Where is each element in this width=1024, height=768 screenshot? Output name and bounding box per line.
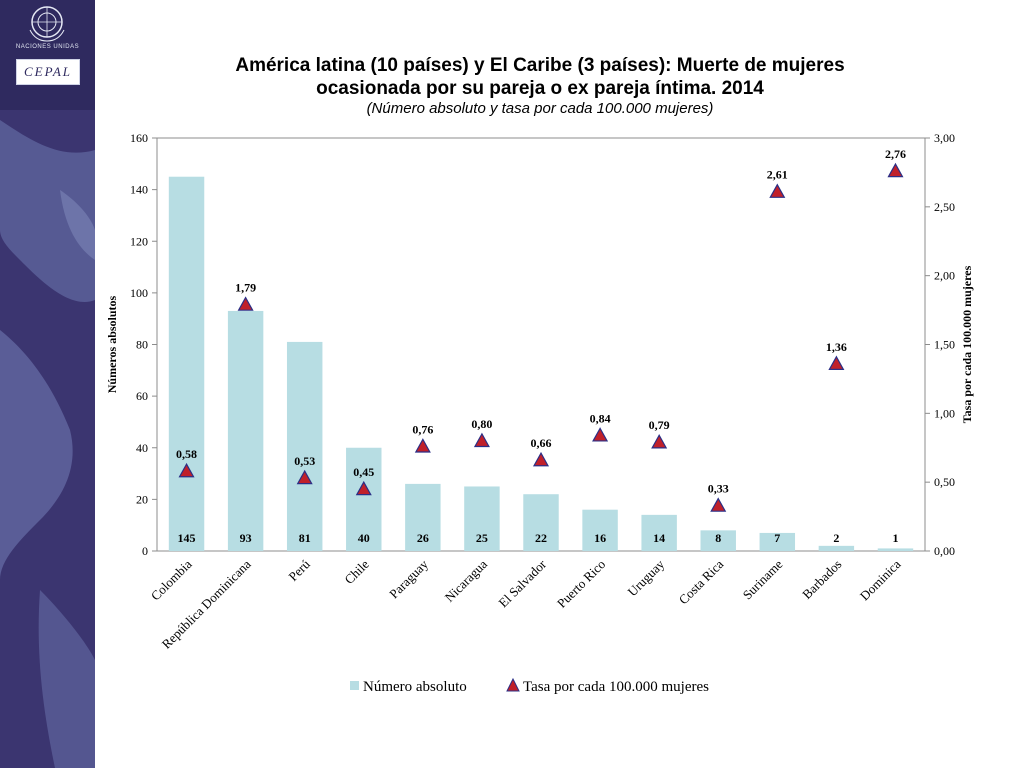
bar-value-label: 2	[833, 531, 839, 545]
x-category-label: Dominica	[857, 556, 904, 603]
chart-title-line-1: América latina (10 países) y El Caribe (…	[235, 55, 845, 76]
bar-value-label: 14	[653, 531, 665, 545]
rate-marker	[769, 183, 786, 198]
bar	[700, 530, 736, 551]
bar	[168, 176, 205, 551]
rate-value-label: 0,58	[176, 447, 197, 461]
rate-marker	[473, 432, 490, 448]
x-category-label: Chile	[341, 556, 372, 587]
rate-value-label: 0,33	[708, 482, 729, 496]
bar-value-label: 7	[774, 531, 780, 545]
y-right-tick-label: 0,50	[934, 475, 955, 489]
world-map-graphic	[0, 120, 95, 768]
bar-value-label: 93	[240, 531, 252, 545]
y-tick-label: 160	[130, 131, 148, 145]
bar-value-label: 22	[535, 531, 547, 545]
rate-value-label: 0,53	[294, 454, 315, 468]
logo-area: NACIONES UNIDAS CEPAL	[0, 0, 95, 110]
rate-value-label: 2,76	[885, 147, 906, 161]
y-right-tick-label: 1,00	[934, 406, 955, 420]
rate-marker	[178, 462, 195, 478]
rate-value-label: 0,79	[649, 418, 670, 432]
y-tick-label: 100	[130, 286, 148, 300]
y-tick-label: 40	[136, 441, 148, 455]
rate-value-label: 1,79	[235, 281, 256, 295]
y-right-tick-label: 2,50	[934, 200, 955, 214]
chart-title: América latina (10 países) y El Caribe (…	[150, 54, 930, 100]
bar-value-label: 26	[417, 531, 429, 545]
y-tick-label: 0	[142, 544, 148, 558]
legend-marker-rate	[506, 677, 520, 692]
rate-marker	[414, 438, 431, 453]
legend-label-rate: Tasa por cada 100.000 mujeres	[523, 679, 709, 695]
chart-subtitle: (Número absoluto y tasa por cada 100.000…	[366, 100, 714, 117]
legend-swatch-bars	[350, 681, 359, 690]
bar	[346, 447, 382, 551]
x-category-label: Nicaragua	[442, 556, 491, 605]
y-tick-label: 20	[136, 492, 148, 506]
bar	[405, 483, 441, 551]
bar	[286, 341, 323, 551]
bar-value-label: 81	[299, 531, 311, 545]
plot-area-frame	[156, 137, 926, 552]
y-tick-label: 120	[130, 234, 148, 248]
bar-value-label: 25	[476, 531, 488, 545]
un-name-label: NACIONES UNIDAS	[15, 44, 80, 50]
rate-value-label: 0,66	[531, 436, 552, 450]
rate-marker	[828, 355, 845, 370]
x-category-label: Puerto Rico	[554, 557, 608, 611]
x-category-label: Colombia	[148, 556, 195, 603]
chart-title-line-2: ocasionada por su pareja o ex pareja ínt…	[316, 78, 764, 99]
rate-value-label: 0,45	[353, 465, 374, 479]
rate-value-label: 0,80	[471, 417, 492, 431]
y-tick-label: 60	[136, 389, 148, 403]
y-right-tick-label: 2,00	[934, 269, 955, 283]
x-category-label: Costa Rica	[676, 556, 727, 607]
rate-marker	[592, 427, 609, 442]
cepal-logo: CEPAL	[16, 59, 80, 85]
legend-label-bars: Número absoluto	[363, 679, 467, 695]
bar-value-label: 145	[178, 531, 196, 545]
rate-value-label: 0,84	[590, 411, 611, 425]
bar	[641, 514, 677, 551]
bar-value-label: 16	[594, 531, 606, 545]
x-category-label: Barbados	[799, 557, 844, 602]
y-axis-label: Números absolutos	[105, 295, 119, 393]
y-tick-label: 80	[136, 338, 148, 352]
rate-marker	[532, 451, 550, 467]
un-emblem-icon	[29, 6, 65, 42]
y-tick-label: 140	[130, 183, 148, 197]
bar-value-label: 1	[892, 531, 898, 545]
combo-chart: 0204060801001201401600,000,501,001,502,0…	[105, 131, 974, 695]
rate-marker	[355, 480, 372, 496]
y-right-tick-label: 3,00	[934, 131, 955, 145]
bar-value-label: 40	[358, 531, 370, 545]
x-category-label: Suriname	[740, 556, 786, 602]
bar	[464, 486, 500, 551]
sidebar-decoration: NACIONES UNIDAS CEPAL	[0, 0, 95, 768]
rate-marker	[887, 162, 904, 178]
rate-marker	[651, 434, 668, 449]
x-category-label: El Salvador	[495, 556, 549, 610]
bar-value-label: 8	[715, 531, 721, 545]
rate-marker	[296, 469, 313, 485]
x-category-label: Perú	[285, 556, 313, 584]
y-right-tick-label: 1,50	[934, 338, 955, 352]
x-category-label: Uruguay	[624, 556, 667, 599]
cepal-logo-text: CEPAL	[23, 64, 73, 79]
rate-marker	[237, 296, 254, 311]
x-category-label: Paraguay	[386, 556, 431, 601]
bar	[877, 548, 914, 551]
rate-value-label: 2,61	[767, 168, 788, 182]
y-right-tick-label: 0,00	[934, 544, 955, 558]
bar	[818, 545, 855, 551]
bar	[582, 509, 618, 551]
y-right-axis-label: Tasa por cada 100.000 mujeres	[960, 265, 974, 423]
bar	[227, 310, 264, 551]
rate-marker	[710, 497, 727, 512]
bar	[523, 494, 559, 551]
bar	[759, 532, 796, 551]
rate-value-label: 1,36	[826, 340, 847, 354]
rate-value-label: 0,76	[412, 422, 433, 436]
